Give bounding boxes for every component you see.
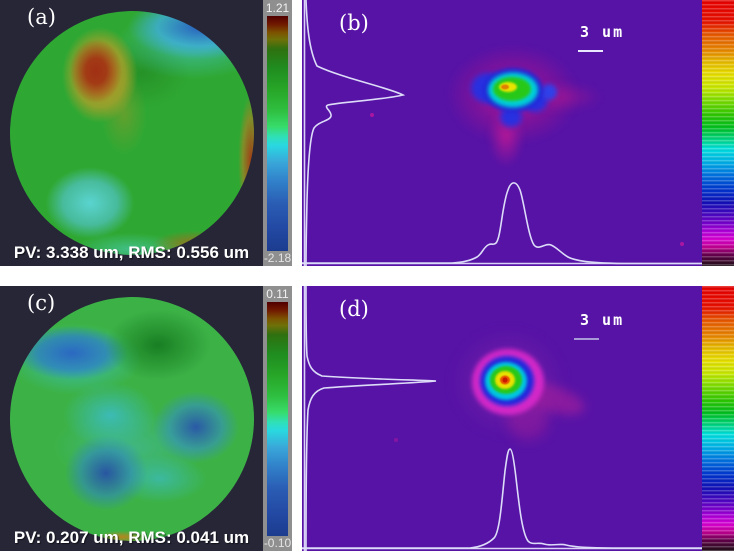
colorbar-d-rainbow (702, 286, 734, 551)
scale-bar-label-d: 3 um (580, 311, 625, 329)
colorbar-a: 1.21 -2.18 (263, 0, 292, 266)
panel-b-focal-spot: (b) 3 um (302, 0, 734, 266)
panel-label-a: (a) (27, 5, 56, 29)
panel-label-d: (d) (339, 297, 369, 321)
spot-b-blue-lobe (500, 107, 522, 127)
panel-label-b: (b) (339, 11, 369, 35)
wavefront-image-a: (a) PV: 3.338 um, RMS: 0.556 um (0, 0, 263, 266)
y-profile-curve-b (305, 0, 406, 266)
x-profile-curve-b (302, 182, 734, 265)
colorbar-c-gradient (267, 302, 288, 536)
colorbar-b-rainbow (702, 0, 734, 266)
colorbar-c-max-label: 0.11 (266, 287, 289, 301)
panel-d-focal-spot: (d) 3 um (302, 286, 734, 551)
spot-d-red-center (502, 377, 508, 383)
scale-bar-label-b: 3 um (580, 23, 625, 41)
wavefront-map-c (10, 297, 254, 541)
panel-a-wavefront: (a) PV: 3.338 um, RMS: 0.556 um 1.21 -2.… (0, 0, 292, 266)
y-profile-curve-d (305, 286, 437, 551)
scale-bar-line-b (578, 50, 603, 52)
pv-rms-text-a: PV: 3.338 um, RMS: 0.556 um (13, 243, 250, 262)
pv-rms-text-c: PV: 0.207 um, RMS: 0.041 um (13, 528, 250, 547)
noise-speck (394, 438, 398, 442)
noise-speck (370, 113, 374, 117)
wavefront-image-c: (c) PV: 0.207 um, RMS: 0.041 um (0, 286, 263, 551)
colorbar-a-min-label: -2.18 (263, 251, 292, 265)
colorbar-c: 0.11 -0.10 (263, 286, 292, 551)
panel-c-wavefront: (c) PV: 0.207 um, RMS: 0.041 um 0.11 -0.… (0, 286, 292, 551)
noise-speck (680, 242, 684, 246)
spot-b-blue-lobe (541, 84, 557, 100)
panel-label-c: (c) (27, 291, 56, 315)
scale-bar-line-d (574, 338, 599, 340)
spot-b-orange-center (501, 84, 509, 90)
x-profile-curve-d (302, 448, 734, 549)
colorbar-a-gradient (267, 16, 288, 251)
wavefront-map-a (10, 11, 254, 255)
colorbar-c-min-label: -0.10 (263, 536, 292, 550)
colorbar-a-max-label: 1.21 (265, 1, 290, 15)
